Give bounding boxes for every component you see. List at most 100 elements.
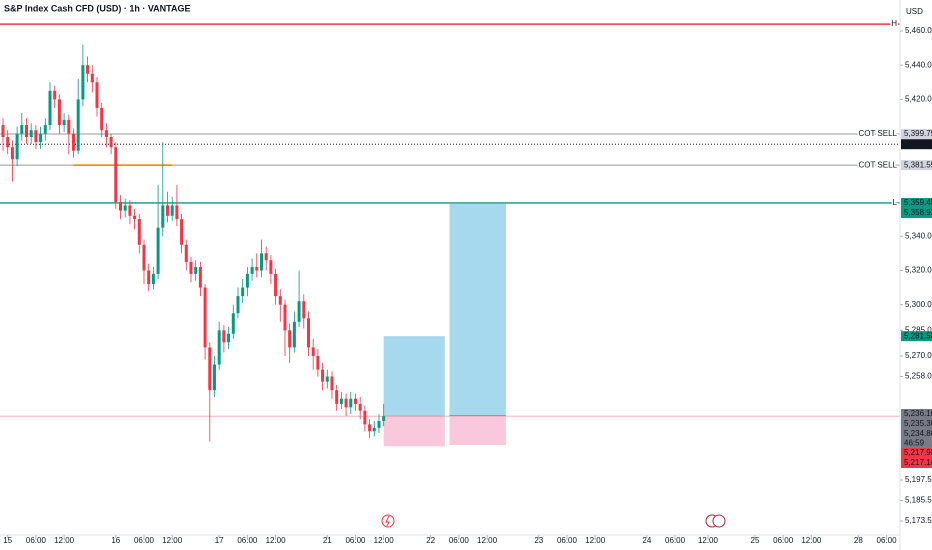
candle-body bbox=[86, 65, 90, 74]
y-tick-label: 5,197.50 bbox=[905, 475, 932, 484]
candle-body bbox=[142, 244, 146, 271]
level-label: COT SELL bbox=[858, 129, 897, 138]
candle-body bbox=[24, 125, 28, 138]
x-tick-label: 06:00 bbox=[134, 536, 155, 545]
candle-body bbox=[81, 65, 85, 100]
currency: USD bbox=[906, 7, 923, 16]
y-tick-label: 5,440.00 bbox=[905, 60, 932, 69]
candle-body bbox=[264, 253, 268, 261]
y-tick-label: 5,460.00 bbox=[905, 26, 932, 35]
x-tick-label: 23 bbox=[534, 536, 543, 545]
x-tick-label: 12:00 bbox=[266, 536, 287, 545]
chart-title: S&P Index Cash CFD (USD) · 1h · VANTAGE bbox=[4, 3, 191, 13]
candle-body bbox=[90, 73, 94, 83]
candle-body bbox=[283, 304, 287, 331]
candle-body bbox=[128, 205, 132, 216]
candle-body bbox=[311, 347, 315, 356]
candle-body bbox=[231, 313, 235, 334]
candle-body bbox=[274, 273, 278, 297]
take-profit-zone bbox=[449, 203, 506, 416]
candle-body bbox=[372, 427, 376, 432]
candle-body bbox=[353, 398, 357, 404]
candle-body bbox=[377, 420, 381, 428]
candle-body bbox=[10, 147, 14, 160]
x-tick-label: 06:00 bbox=[665, 536, 686, 545]
y-tick-label: 5,185.50 bbox=[905, 496, 932, 505]
price-badge bbox=[901, 129, 932, 140]
y-tick-label: 5,420.00 bbox=[905, 94, 932, 103]
x-tick-label: 06:00 bbox=[557, 536, 578, 545]
candle-body bbox=[67, 119, 71, 134]
candle-body bbox=[39, 133, 43, 143]
x-tick-label: 06:00 bbox=[26, 536, 47, 545]
price-badge-label: 5,217.18 bbox=[904, 458, 932, 467]
y-tick-label: 5,340.00 bbox=[905, 231, 932, 240]
x-tick-label: 12:00 bbox=[162, 536, 183, 545]
x-tick-label: 12:00 bbox=[585, 536, 606, 545]
candle-body bbox=[245, 273, 249, 288]
x-tick-label: 06:00 bbox=[237, 536, 258, 545]
candle-body bbox=[292, 321, 296, 348]
candle-body bbox=[76, 99, 80, 151]
price-badge-label: 5,234.80 bbox=[904, 429, 932, 438]
candle-body bbox=[109, 137, 113, 148]
candle-body bbox=[241, 287, 245, 297]
candle-body bbox=[358, 403, 362, 411]
candle-body bbox=[339, 398, 343, 404]
price-badge bbox=[901, 408, 932, 419]
candle-body bbox=[184, 244, 188, 262]
y-tick-label: 5,173.50 bbox=[905, 516, 932, 525]
price-badge bbox=[901, 207, 932, 218]
candle-body bbox=[335, 390, 339, 404]
countdown: 46:59 bbox=[904, 439, 925, 448]
price-badge-label: 5,359.45 bbox=[904, 198, 932, 207]
candle-body bbox=[297, 301, 301, 322]
candle-body bbox=[198, 267, 202, 288]
price-badge bbox=[901, 457, 932, 468]
x-tick-label: 12:00 bbox=[374, 536, 395, 545]
candle-body bbox=[316, 355, 320, 370]
x-tick-label: 28 bbox=[854, 536, 863, 545]
x-tick-label: 06:00 bbox=[449, 536, 470, 545]
candle-body bbox=[118, 202, 122, 211]
price-badge bbox=[901, 139, 932, 150]
candle-body bbox=[104, 130, 108, 138]
price-badge-label: 5,217.98 bbox=[904, 448, 932, 457]
x-tick-label: 15 bbox=[3, 536, 12, 545]
x-tick-label: 25 bbox=[751, 536, 760, 545]
level-label: COT SELL bbox=[858, 160, 897, 169]
price-badge bbox=[901, 160, 932, 171]
candle-body bbox=[170, 205, 174, 216]
candle-body bbox=[306, 318, 310, 348]
candle-body bbox=[123, 205, 127, 211]
x-tick-label: 12:00 bbox=[54, 536, 75, 545]
stop-loss-zone bbox=[449, 415, 506, 445]
candle-body bbox=[147, 270, 151, 285]
candle-body bbox=[6, 137, 10, 148]
candle-body bbox=[325, 376, 329, 382]
candle-body bbox=[133, 215, 137, 220]
candle-body bbox=[250, 267, 254, 274]
candle-body bbox=[57, 99, 61, 126]
price-badge bbox=[901, 331, 932, 342]
candle-body bbox=[278, 296, 282, 305]
stop-loss-zone bbox=[383, 416, 445, 447]
x-tick-label: 17 bbox=[215, 536, 224, 545]
take-profit-zone bbox=[383, 336, 445, 417]
candle-body bbox=[34, 130, 38, 143]
x-tick-label: 22 bbox=[426, 536, 435, 545]
price-badge bbox=[901, 447, 932, 458]
candle-body bbox=[363, 410, 367, 425]
price-badge-label: 5,393.80 bbox=[904, 139, 932, 148]
candle-body bbox=[53, 90, 57, 100]
price-badge-label: 5,281.58 bbox=[904, 331, 932, 340]
candle-body bbox=[382, 416, 386, 421]
countdown-badge bbox=[901, 438, 932, 448]
x-tick-label: 21 bbox=[323, 536, 332, 545]
price-badge bbox=[901, 197, 932, 208]
candle-body bbox=[344, 398, 348, 408]
candle-body bbox=[100, 107, 104, 131]
candle-body bbox=[43, 125, 47, 134]
price-badge-label: 5,358.93 bbox=[904, 208, 932, 217]
candle-body bbox=[95, 82, 99, 108]
